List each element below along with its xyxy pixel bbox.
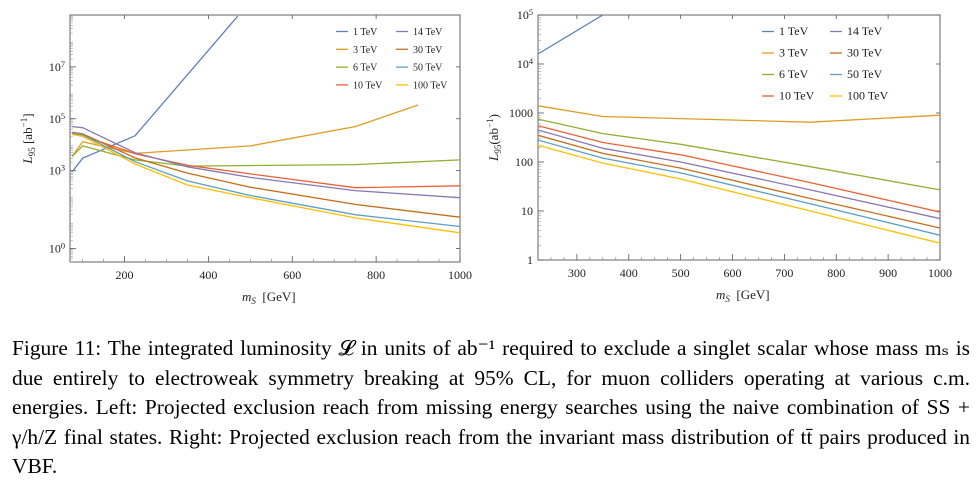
right-x-tick-label: 800	[827, 266, 845, 280]
left-legend-label: 6 TeV	[353, 63, 378, 74]
right-series-line-6-tev	[538, 118, 940, 191]
right-y-tick-label: 100	[515, 155, 533, 169]
left-y-tick-label: 103	[49, 163, 65, 178]
right-legend-label: 50 TeV	[847, 67, 883, 81]
left-y-tick-label: 100	[49, 241, 65, 256]
right-x-tick-label: 400	[620, 266, 638, 280]
right-y-axis-label: L95(ab−1)	[485, 114, 503, 162]
left-legend-label: 50 TeV	[413, 63, 443, 74]
right-series-line-1-tev	[538, 15, 604, 55]
right-x-tick-label: 600	[724, 266, 742, 280]
left-series-line-3-tev	[71, 104, 419, 157]
right-x-axis-label-unit: [GeV]	[736, 287, 769, 302]
right-series-group	[538, 15, 940, 244]
left-legend-label: 30 TeV	[413, 45, 443, 56]
right-legend-label: 100 TeV	[847, 89, 889, 103]
right-legend-label: 10 TeV	[779, 89, 815, 103]
right-legend-label: 14 TeV	[847, 24, 883, 38]
left-chart-panel: 200 400 600 800 1000 100 103 105 107 mS [GeV] L95 […	[19, 14, 472, 306]
figure-caption: Figure 11: The integrated luminosity 𝓛 i…	[12, 334, 970, 482]
figure-canvas: 200 400 600 800 1000 100 103 105 107 mS [GeV] L95 […	[19, 8, 952, 306]
right-legend-label: 3 TeV	[779, 46, 809, 60]
left-series-line-30-tev	[72, 131, 460, 218]
right-y-tick-label: 104	[517, 57, 534, 72]
left-y-axis-label: L95 [ab−1]	[19, 113, 37, 164]
right-y-tick-label: 105	[517, 8, 533, 23]
left-x-tick-label: 200	[116, 268, 134, 282]
left-legend-label: 10 TeV	[353, 80, 383, 91]
right-legend-label: 6 TeV	[779, 67, 809, 81]
left-legend-label: 14 TeV	[413, 27, 443, 38]
left-y-tick-label: 107	[49, 59, 65, 74]
left-x-tick-label: 600	[283, 268, 301, 282]
left-x-axis-label-symbol: mS	[242, 289, 256, 306]
left-series-line-100-tev	[71, 133, 460, 234]
caption-text: The integrated luminosity 𝓛 in units of …	[12, 336, 970, 479]
right-series-line-100-tev	[538, 144, 940, 244]
right-y-tick-label: 1	[527, 253, 533, 267]
right-x-tick-label: 500	[672, 266, 690, 280]
right-series-line-10-tev	[538, 125, 940, 213]
right-series-line-14-tev	[538, 129, 940, 220]
right-x-tick-label: 900	[879, 266, 897, 280]
right-series-line-50-tev	[538, 139, 940, 236]
right-chart-panel: 300 400 500 600 700 800 900 1000 1 10 100 1000 104 10…	[485, 8, 952, 304]
right-legend: 1 TeV 3 TeV 6 TeV 10 TeV 14 TeV 30 TeV 50 TeV 1…	[762, 24, 889, 103]
right-x-tick-label: 700	[775, 266, 793, 280]
left-x-axis-label-unit: [GeV]	[262, 289, 295, 304]
left-legend: 1 TeV 3 TeV 6 TeV 10 TeV 14 TeV 30 TeV 50 TeV 1…	[336, 27, 448, 91]
right-plot-frame	[537, 14, 941, 261]
left-x-tick-label: 1000	[448, 268, 472, 282]
left-x-tick-label: 400	[199, 268, 217, 282]
left-series-line-6-tev	[71, 145, 460, 167]
right-x-axis-label-symbol: mS	[716, 287, 730, 304]
right-y-tick-label: 1000	[509, 106, 533, 120]
left-series-group	[71, 15, 460, 234]
right-y-tick-label: 10	[521, 204, 533, 218]
right-series-line-3-tev	[538, 105, 940, 123]
caption-label: Figure 11:	[12, 336, 102, 360]
left-legend-label: 3 TeV	[353, 45, 378, 56]
right-legend-label: 30 TeV	[847, 46, 883, 60]
left-legend-label: 100 TeV	[413, 80, 448, 91]
left-plot-frame	[69, 14, 461, 263]
left-series-line-50-tev	[71, 132, 460, 228]
left-series-line-14-tev	[72, 125, 460, 199]
right-legend-label: 1 TeV	[779, 24, 809, 38]
left-x-tick-label: 800	[367, 268, 385, 282]
right-x-tick-label: 1000	[928, 266, 952, 280]
right-x-tick-label: 300	[568, 266, 586, 280]
left-y-tick-label: 105	[49, 111, 65, 126]
left-legend-label: 1 TeV	[353, 27, 378, 38]
right-series-line-30-tev	[538, 134, 940, 229]
